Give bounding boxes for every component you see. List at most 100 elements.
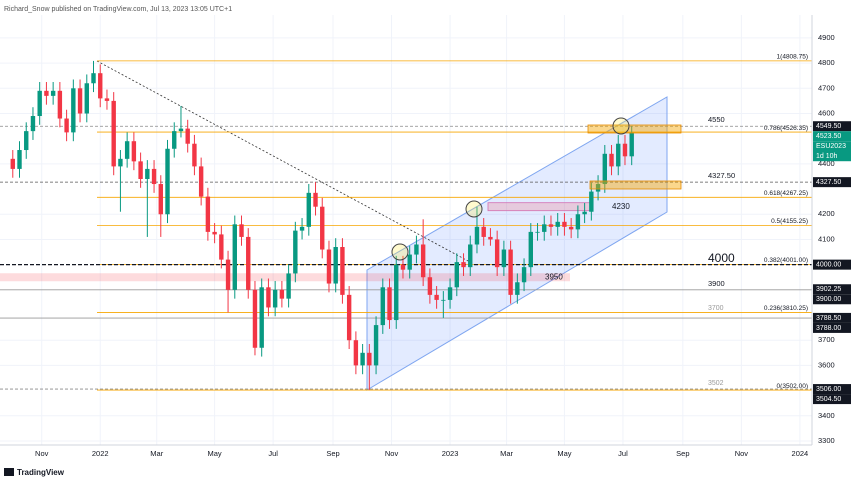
fib-label: 0.236(3810.25) xyxy=(764,305,808,312)
x-tick-label: Jul xyxy=(618,449,628,458)
header: Richard_Snow published on TradingView.co… xyxy=(4,6,232,13)
highlight-circle xyxy=(612,117,630,135)
level-label: 4550 xyxy=(708,115,725,124)
price-tag-label: 4327.50 xyxy=(816,179,841,186)
candle-body xyxy=(158,184,163,215)
x-tick-label: Jul xyxy=(268,449,278,458)
level-label: 4327.50 xyxy=(708,171,735,180)
candle-body xyxy=(501,249,507,268)
x-tick-label: Sep xyxy=(676,449,689,458)
candle-body xyxy=(118,158,123,167)
price-tag xyxy=(813,384,851,395)
candle-body xyxy=(225,259,231,290)
level-label: 3900 xyxy=(708,279,725,288)
candle-body xyxy=(165,148,170,215)
candle-body xyxy=(360,352,365,366)
candle-body xyxy=(521,267,527,283)
candle-body xyxy=(212,231,217,235)
y-tick-label: 3300 xyxy=(818,436,835,445)
y-tick-label: 3700 xyxy=(818,335,835,344)
candle-body xyxy=(407,254,412,270)
candle-body xyxy=(178,128,184,132)
candle-body xyxy=(474,226,480,245)
y-tick-label: 4100 xyxy=(818,234,835,243)
candle-body xyxy=(185,128,190,144)
candle-body xyxy=(535,231,540,233)
candle-body xyxy=(320,206,325,250)
candle-body xyxy=(555,221,560,227)
candle-body xyxy=(340,247,345,295)
candle-body xyxy=(346,294,352,341)
candle-body xyxy=(71,88,76,133)
x-tick-label: May xyxy=(208,449,222,458)
x-tick-label: Sep xyxy=(326,449,339,458)
price-tag xyxy=(813,284,851,295)
x-tick-label: May xyxy=(557,449,571,458)
y-tick-label: 4800 xyxy=(818,58,835,67)
fib-label: 0.786(4526.35) xyxy=(764,125,808,132)
zone-label: 4230 xyxy=(612,202,630,211)
candle-body xyxy=(239,224,244,237)
candle-body xyxy=(286,273,291,299)
candle-body xyxy=(461,262,466,268)
zone xyxy=(0,273,570,282)
candle-body xyxy=(387,287,392,321)
support-zone xyxy=(589,180,682,190)
fib-label: 0.382(4001.00) xyxy=(764,257,808,264)
candle-body xyxy=(138,161,143,179)
candle-body xyxy=(111,100,116,167)
candle-body xyxy=(91,73,96,84)
x-tick-label: 2022 xyxy=(92,449,109,458)
price-tag xyxy=(813,121,851,132)
resistance-zone xyxy=(587,124,682,134)
candle-body xyxy=(353,340,359,366)
candle-body xyxy=(420,244,426,278)
candle-body xyxy=(17,150,22,169)
logo-icon xyxy=(4,468,14,476)
x-tick-label: 2024 xyxy=(792,449,809,458)
price-tag-label: 3788.50 xyxy=(816,315,841,322)
candle-body xyxy=(528,231,533,268)
candle-body xyxy=(172,131,177,149)
candle-body xyxy=(562,221,567,227)
candle-body xyxy=(306,192,311,227)
candle-body xyxy=(205,196,211,232)
y-tick-label: 3600 xyxy=(818,360,835,369)
channel xyxy=(366,96,668,391)
fib-label: 0.618(4267.25) xyxy=(764,190,808,197)
candle-body xyxy=(98,73,103,99)
y-tick-label: 4200 xyxy=(818,209,835,218)
price-tag xyxy=(813,177,851,188)
symbol-tag xyxy=(813,141,851,162)
candle-body xyxy=(30,116,36,132)
levels: 4230 3950 1(4808.75) 0.786(4526.35) 0.618(42… xyxy=(0,54,812,391)
candle-body xyxy=(454,262,459,288)
candle-body xyxy=(198,166,204,197)
candle-body xyxy=(266,287,271,308)
candle-body xyxy=(10,158,15,169)
x-tick-label: Nov xyxy=(385,449,399,458)
candle-body xyxy=(622,143,628,157)
candle-body xyxy=(124,141,130,159)
candle-body xyxy=(434,294,439,300)
candle-body xyxy=(279,289,285,299)
fib-label: 0.5(4155.25) xyxy=(771,218,808,225)
price-tag-label: 4549.50 xyxy=(816,123,841,130)
candle-body xyxy=(447,287,453,300)
candle-body xyxy=(131,141,137,162)
price-tag-label: 3506.00 xyxy=(816,386,841,393)
candle-body xyxy=(494,239,500,268)
zone-label: 3950 xyxy=(545,272,563,281)
price-tag xyxy=(813,294,851,305)
y-tick-label: 3400 xyxy=(818,411,835,420)
candle-body xyxy=(57,90,63,119)
candles xyxy=(10,60,634,391)
candle-body xyxy=(568,226,574,230)
candle-body xyxy=(24,131,29,151)
fib-label: 1(4808.75) xyxy=(777,54,808,61)
candle-body xyxy=(272,289,278,308)
candle-body xyxy=(44,90,49,96)
candle-body xyxy=(542,224,547,232)
candle-body xyxy=(326,249,332,284)
